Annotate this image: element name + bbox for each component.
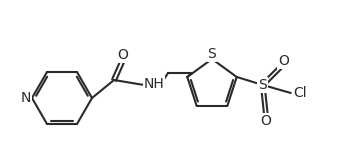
Text: NH: NH [144, 77, 164, 91]
Text: S: S [207, 47, 216, 61]
Text: O: O [118, 48, 128, 62]
Text: S: S [258, 78, 267, 92]
Text: Cl: Cl [293, 86, 306, 100]
Text: O: O [278, 54, 289, 68]
Text: N: N [21, 91, 31, 105]
Text: O: O [260, 114, 271, 128]
